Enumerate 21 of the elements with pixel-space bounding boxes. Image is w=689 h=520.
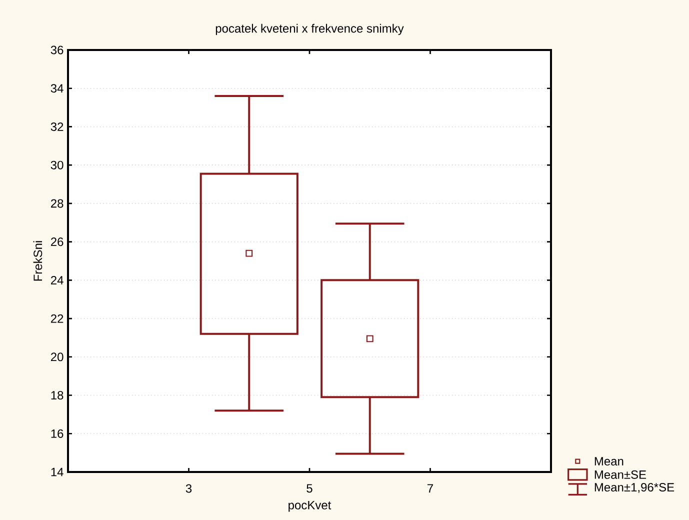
y-axis-title: FrekSni [33, 241, 42, 281]
y-tick-label: 34 [50, 84, 64, 93]
chart-title: pocatek kveteni x frekvence snimky [216, 24, 404, 36]
y-tick-label: 28 [51, 199, 64, 208]
y-tick-label: 16 [51, 429, 64, 438]
y-tick-label: 20 [51, 352, 64, 362]
y-tick-label: 26 [51, 238, 64, 246]
text: Mean [594, 457, 624, 466]
x-axis-title: pocKvet [288, 501, 332, 512]
y-tick-label: 24 [51, 276, 64, 284]
x-tick-label: 5 [306, 484, 312, 493]
y-tick-label: 30 [50, 160, 64, 170]
y-tick-label: 18 [51, 391, 64, 400]
y-tick-label: 22 [51, 314, 64, 323]
y-tick-label: 14 [51, 468, 64, 476]
text: Mean±SE [594, 470, 646, 479]
x-tick-label: 3 [186, 484, 192, 493]
y-tick-label: 32 [50, 122, 64, 131]
x-tick-label: 7 [428, 484, 433, 493]
y-tick-label: 36 [50, 46, 64, 54]
text: Mean±1,96*SE [594, 483, 674, 493]
